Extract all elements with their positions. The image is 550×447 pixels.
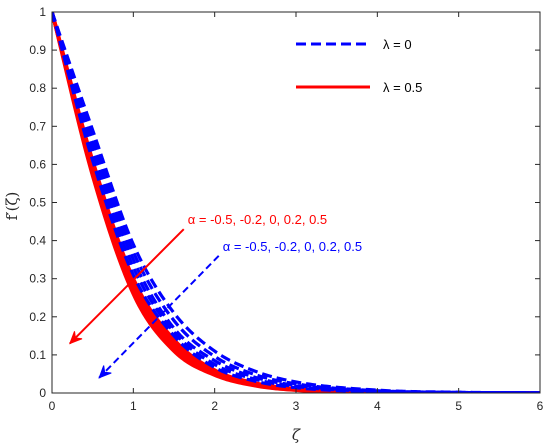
annotation-1: α = -0.5, -0.2, 0, 0.2, 0.5 bbox=[69, 212, 327, 345]
x-tick-label: 1 bbox=[130, 399, 137, 413]
annotation-layer: α = -0.5, -0.2, 0, 0.2, 0.5 α = -0.5, -0.… bbox=[69, 212, 362, 379]
y-tick-label: 0.1 bbox=[29, 348, 46, 362]
y-tick-label: 0.4 bbox=[29, 234, 46, 248]
y-tick-label: 0.5 bbox=[29, 196, 46, 210]
y-tick-label: 1 bbox=[39, 5, 46, 19]
annotation-text: α = -0.5, -0.2, 0, 0.2, 0.5 bbox=[223, 239, 362, 254]
x-tick-label: 5 bbox=[455, 399, 462, 413]
x-axis-label: ζ bbox=[292, 426, 301, 444]
x-tick-label: 6 bbox=[537, 399, 544, 413]
legend-label: λ = 0 bbox=[383, 37, 412, 52]
annotation-text: α = -0.5, -0.2, 0, 0.2, 0.5 bbox=[188, 212, 327, 227]
legend-item-2: λ = 0.5 bbox=[296, 80, 422, 95]
legend-label: λ = 0.5 bbox=[383, 80, 422, 95]
annotation-arrow bbox=[98, 255, 220, 379]
series-lambda-0-line-3 bbox=[52, 12, 540, 393]
y-axis-label: f′(ζ) bbox=[3, 192, 21, 221]
x-tick-label: 4 bbox=[374, 399, 381, 413]
legend: λ = 0 λ = 0.5 bbox=[296, 37, 422, 95]
annotation-arrowhead bbox=[98, 365, 112, 379]
annotation-arrowhead bbox=[69, 331, 83, 345]
annotation-arrow bbox=[69, 228, 185, 345]
y-tick-label: 0.2 bbox=[29, 310, 46, 324]
axes-layer: 0 1 2 3 4 5 6 0 0.1 0.2 0.3 0.4 0.5 0.6 0.7 0.8 0.9 1 bbox=[29, 5, 543, 413]
x-tick-label: 3 bbox=[293, 399, 300, 413]
y-tick-label: 0.9 bbox=[29, 43, 46, 57]
y-tick-label: 0.3 bbox=[29, 272, 46, 286]
legend-item-1: λ = 0 bbox=[296, 37, 412, 52]
y-tick-label: 0.6 bbox=[29, 157, 46, 171]
annotation-2: α = -0.5, -0.2, 0, 0.2, 0.5 bbox=[98, 239, 362, 379]
y-tick-label: 0.8 bbox=[29, 81, 46, 95]
plot-background bbox=[52, 12, 540, 393]
y-tick-label: 0.7 bbox=[29, 119, 46, 133]
y-tick-label: 0 bbox=[39, 386, 46, 400]
x-tick-label: 2 bbox=[211, 399, 218, 413]
x-tick-label: 0 bbox=[49, 399, 56, 413]
